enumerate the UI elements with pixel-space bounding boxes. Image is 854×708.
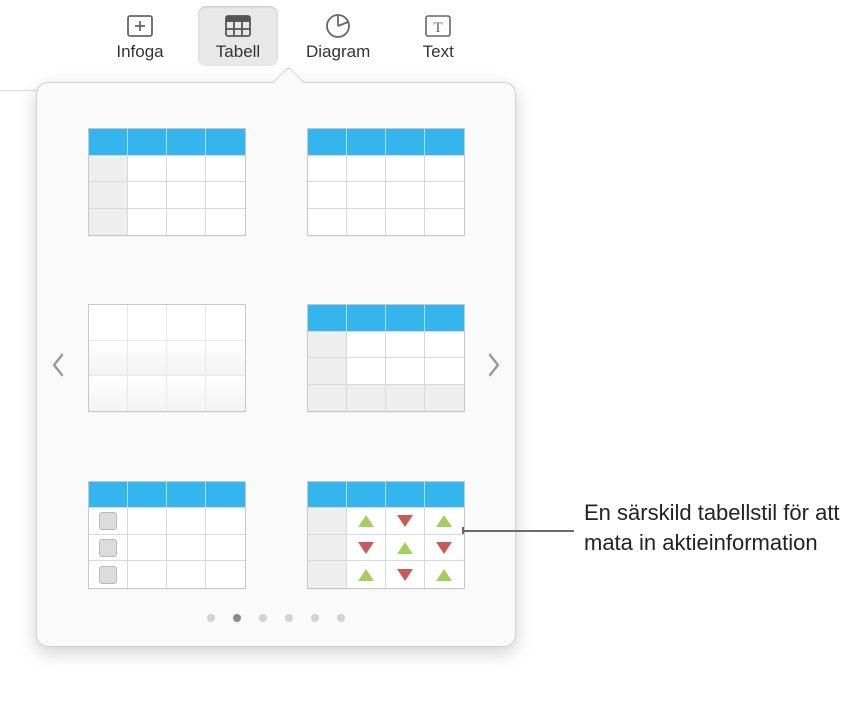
triangle-up-icon	[397, 542, 413, 554]
toolbar-btn-tabell[interactable]: Tabell	[198, 6, 278, 66]
toolbar-btn-diagram[interactable]: Diagram	[296, 6, 380, 66]
callout-line	[462, 527, 464, 534]
page-dot[interactable]	[233, 614, 241, 622]
table-style-header-plain[interactable]	[307, 128, 465, 236]
annotation-text: En särskild tabellstil för att mata in a…	[584, 498, 854, 557]
checkbox-icon	[99, 566, 117, 584]
checkbox-icon	[99, 512, 117, 530]
triangle-down-icon	[358, 542, 374, 554]
next-page-arrow[interactable]	[479, 345, 509, 385]
toolbar: Infoga Tabell Diagram T	[100, 6, 478, 66]
toolbar-label: Text	[423, 42, 454, 62]
table-styles-grid	[87, 117, 465, 600]
table-style-checkboxes[interactable]	[88, 481, 246, 589]
chart-icon	[324, 12, 352, 40]
table-style-plain[interactable]	[88, 304, 246, 412]
toolbar-btn-text[interactable]: T Text	[398, 6, 478, 66]
svg-text:T: T	[434, 20, 443, 36]
page-dot[interactable]	[285, 614, 293, 622]
table-style-stock[interactable]	[307, 481, 465, 589]
checkbox-icon	[99, 539, 117, 557]
table-styles-popover	[36, 82, 516, 647]
toolbar-label: Diagram	[306, 42, 370, 62]
text-icon: T	[423, 12, 453, 40]
prev-page-arrow[interactable]	[43, 345, 73, 385]
triangle-down-icon	[397, 569, 413, 581]
toolbar-label: Infoga	[116, 42, 163, 62]
table-style-header-rowhead[interactable]	[88, 128, 246, 236]
toolbar-label: Tabell	[216, 42, 260, 62]
triangle-up-icon	[436, 569, 452, 581]
page-dot[interactable]	[207, 614, 215, 622]
triangle-up-icon	[358, 515, 374, 527]
toolbar-btn-infoga[interactable]: Infoga	[100, 6, 180, 66]
table-style-header-rowhead-footer[interactable]	[307, 304, 465, 412]
triangle-down-icon	[436, 542, 452, 554]
callout-line	[462, 530, 574, 532]
insert-icon	[125, 12, 155, 40]
page-dot[interactable]	[259, 614, 267, 622]
table-icon	[223, 12, 253, 40]
page-dots	[87, 614, 465, 622]
page-dot[interactable]	[311, 614, 319, 622]
triangle-down-icon	[397, 515, 413, 527]
triangle-up-icon	[358, 569, 374, 581]
triangle-up-icon	[436, 515, 452, 527]
page-dot[interactable]	[337, 614, 345, 622]
